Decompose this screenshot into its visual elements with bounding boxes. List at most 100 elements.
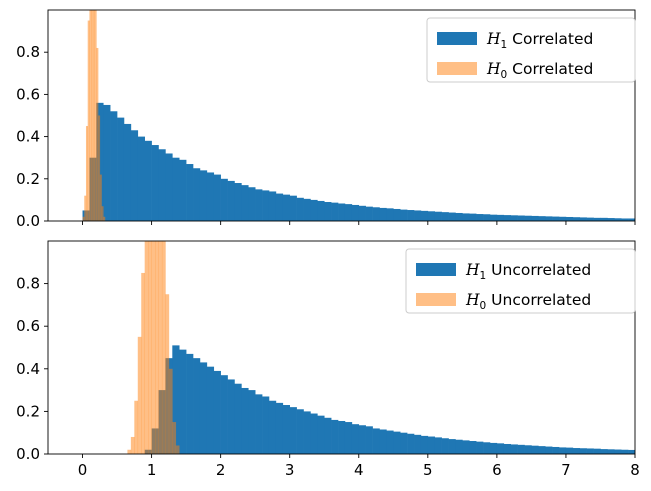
histogram-bar: [220, 375, 228, 454]
histogram-bar: [137, 336, 142, 454]
histogram-bar: [338, 203, 346, 221]
histogram-bar: [82, 216, 85, 221]
histogram-bar: [372, 207, 380, 221]
histogram-bar: [614, 218, 622, 221]
y-tick-label: 0.0: [16, 212, 40, 230]
bottom-panel: 0.0 0.2 0.4 0.6 0.8 0 1 2 3 4 5 6 7 8 H1 Uncorrelate…: [16, 240, 640, 479]
x-tick-label: 6: [492, 461, 502, 479]
histogram-bar: [407, 210, 415, 221]
x-tick-label: 7: [561, 461, 571, 479]
histogram-bar: [400, 432, 408, 454]
y-tick-label: 0.4: [16, 128, 40, 146]
x-tick-label: 1: [147, 461, 157, 479]
top-x-axis: [82, 221, 636, 225]
histogram-bar: [144, 241, 149, 454]
histogram-bar: [241, 387, 249, 454]
histogram-bar: [455, 439, 463, 454]
histogram-bar: [414, 210, 422, 221]
histogram-bar: [99, 174, 102, 221]
histogram-bar: [248, 390, 256, 454]
legend-swatch: [437, 62, 477, 75]
histogram-bar: [593, 217, 601, 221]
legend-swatch: [416, 263, 456, 276]
histogram-bar: [234, 383, 242, 454]
histogram-bar: [358, 425, 366, 454]
histogram-bar: [91, 10, 94, 221]
histogram-bar: [517, 215, 525, 221]
histogram-bar: [503, 443, 511, 454]
histogram-bar: [317, 200, 325, 221]
histogram-bar: [365, 206, 373, 221]
histogram-bar: [85, 126, 89, 221]
histogram-bar: [517, 444, 525, 454]
histogram-bar: [87, 20, 90, 221]
histogram-bar: [434, 437, 442, 454]
histogram-bar: [303, 411, 311, 454]
histogram-bar: [324, 202, 332, 221]
histogram-bar: [289, 407, 297, 454]
histogram-bar: [496, 214, 505, 221]
histogram-bar: [552, 216, 560, 221]
histogram-bar: [427, 211, 436, 221]
legend-swatch: [416, 293, 456, 306]
histogram-bar: [344, 204, 353, 221]
histogram-bar: [199, 362, 208, 454]
histogram-bar: [510, 444, 518, 454]
histogram-bar: [213, 370, 221, 454]
histogram-bar: [441, 212, 449, 221]
histogram-bar: [275, 193, 284, 221]
histogram-bar: [130, 436, 135, 454]
y-tick-label: 0.4: [16, 360, 40, 378]
histogram-bar: [89, 10, 92, 221]
histogram-bar: [213, 174, 221, 221]
x-tick-label: 3: [285, 461, 295, 479]
histogram-bar: [628, 449, 635, 454]
histogram-bar: [193, 358, 201, 454]
histogram-bar: [151, 241, 156, 454]
histogram-bar: [206, 172, 215, 221]
histogram-bar: [386, 430, 394, 454]
histogram-bar: [434, 211, 442, 221]
histogram-bar: [110, 111, 118, 221]
histogram-bar: [262, 396, 270, 454]
x-tick-label: 5: [423, 461, 433, 479]
histogram-bar: [476, 214, 484, 221]
histogram-bar: [565, 216, 574, 221]
histogram-bar: [538, 446, 546, 454]
histogram-bar: [255, 189, 263, 221]
legend-box: [426, 17, 636, 83]
histogram-bar: [220, 178, 228, 221]
histogram-bar: [407, 433, 415, 454]
histogram-bar: [545, 446, 553, 454]
histogram-bar: [462, 440, 470, 454]
histogram-bar: [545, 216, 553, 221]
histogram-bar: [324, 417, 332, 454]
bottom-series-h0: [127, 241, 180, 454]
bottom-bars: [127, 241, 635, 454]
y-tick-label: 0.6: [16, 85, 40, 103]
histogram-bar: [531, 215, 539, 221]
legend-label: H1 Uncorrelated: [465, 261, 591, 282]
histogram-bar: [199, 170, 208, 221]
histogram-bar: [614, 449, 622, 454]
legend-label: H0 Correlated: [486, 60, 593, 81]
histogram-bar: [427, 436, 436, 454]
histogram-bar: [572, 217, 581, 221]
top-series-h1: [82, 102, 635, 221]
histogram-bar: [483, 214, 491, 221]
y-tick-label: 0.6: [16, 317, 40, 335]
histogram-bar: [172, 422, 177, 454]
histogram-bar: [282, 194, 291, 221]
histogram-bar: [234, 183, 242, 221]
histogram-bar: [351, 424, 360, 454]
histogram-bar: [379, 207, 387, 221]
bottom-axes-frame: [47, 240, 636, 455]
y-tick-label: 0.0: [16, 445, 40, 463]
top-panel: 0.0 0.2 0.4 0.6 0.8 H1 Correlated H0 Correlat…: [16, 9, 636, 230]
histogram-bar: [206, 366, 215, 454]
histogram-bar: [393, 431, 401, 454]
histogram-bar: [165, 153, 173, 221]
histogram-bar: [175, 445, 180, 454]
histogram-bar: [476, 441, 484, 454]
histogram-bar: [579, 217, 587, 221]
